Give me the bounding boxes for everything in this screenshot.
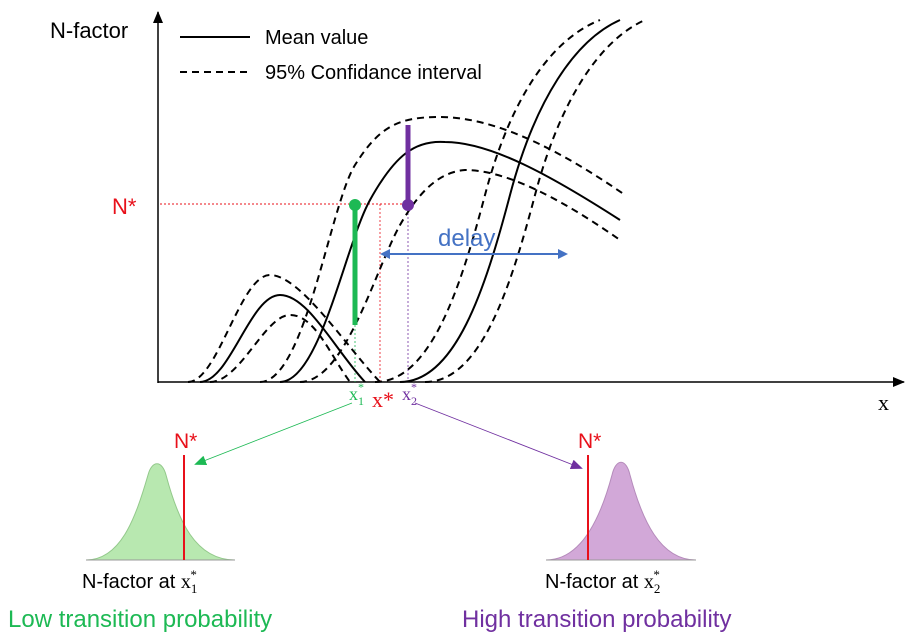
third-mode-lower-ci-curve [424,19,646,383]
third-mode-upper-ci-curve [374,19,601,383]
right-distribution-shape [545,461,697,561]
y-axis-label: N-factor [50,18,128,43]
x2-mean-point [402,199,414,211]
x2-to-right-distribution-arrow [414,402,583,470]
second-mode-upper-ci-curve [259,115,626,383]
second-mode-lower-ci-curve [299,168,621,383]
second-mode-mean-curve [279,140,621,383]
x1-to-left-distribution-arrow [194,402,353,466]
legend: Mean value 95% Confidance interval [180,27,482,84]
x1-mean-point [349,199,361,211]
first-mode-lower-ci-curve [209,313,351,383]
delay-label: delay [438,225,495,252]
left-distribution-caption: N-factor at x1* [82,567,197,596]
x-axis-label: x [878,390,889,415]
left-distribution-shape [85,463,236,561]
x2-tick-label: x2* [402,380,417,408]
x-star-tick-label: x* [372,387,394,412]
n-star-label: N* [112,194,137,219]
third-mode-curves [374,19,646,383]
third-mode-mean-curve [399,19,621,383]
legend-ci-label: 95% Confidance interval [265,62,482,84]
legend-mean-label: Mean value [265,27,368,49]
first-mode-curves [187,273,381,383]
first-mode-mean-curve [199,293,366,383]
right-distribution: N* N-factor at x2* High transition proba… [462,430,731,633]
second-mode-curves [259,115,626,383]
x1-tick-label: x1* [349,380,364,408]
left-distribution: N* N-factor at x1* Low transition probab… [8,430,272,633]
right-distribution-caption: N-factor at x2* [545,567,660,596]
left-n-star-label: N* [174,430,197,453]
right-result-label: High transition probability [462,606,731,633]
right-n-star-label: N* [578,430,601,453]
left-result-label: Low transition probability [8,606,272,633]
